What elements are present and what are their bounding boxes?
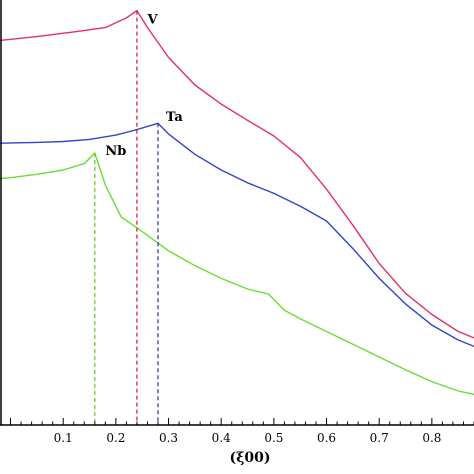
x-ticks: 0.1 0.2 0.3 0.4 0.5 0.6 0.7 0.8	[10, 418, 474, 445]
series-line-ta	[0, 122, 474, 348]
series-line-nb	[0, 152, 474, 396]
x-tick-label: 0.6	[317, 431, 336, 445]
x-tick-label: 0.3	[159, 431, 178, 445]
annotations: V Ta Nb	[105, 12, 183, 159]
annotation-ta: Ta	[166, 110, 183, 125]
series-line-v	[0, 9, 474, 339]
x-tick-label: 0.5	[264, 431, 283, 445]
x-tick-label: 0.1	[54, 431, 73, 445]
x-tick-label: 0.8	[422, 431, 441, 445]
x-tick-label: 0.2	[106, 431, 125, 445]
annotation-v: V	[146, 12, 158, 27]
series-layer	[0, 9, 474, 396]
x-axis-label: (ξ00)	[229, 450, 270, 466]
x-tick-label: 0.7	[370, 431, 389, 445]
annotation-nb: Nb	[105, 144, 126, 159]
x-tick-label: 0.4	[212, 431, 231, 445]
x-axis	[0, 0, 474, 426]
dropline-layer	[94, 10, 159, 425]
